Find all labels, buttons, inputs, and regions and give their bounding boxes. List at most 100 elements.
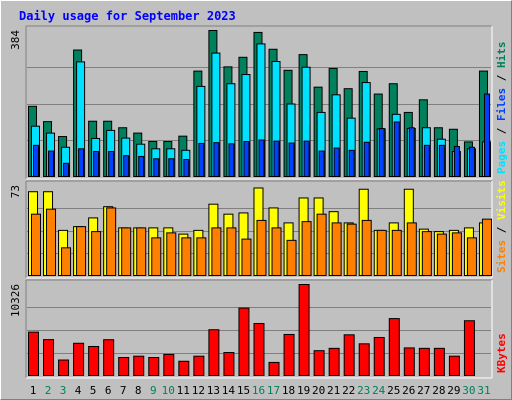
files-bar — [408, 127, 415, 177]
sites-bar — [331, 222, 342, 277]
files-bar — [33, 144, 39, 177]
kbytes-bar — [343, 334, 355, 377]
files-bar — [303, 140, 310, 177]
files-bar — [228, 143, 235, 177]
files-bar — [48, 150, 55, 177]
kbytes-bar — [103, 339, 115, 376]
day-label: 14 — [222, 384, 236, 397]
kbytes-bar — [58, 359, 70, 376]
sites-bar — [346, 223, 357, 276]
day-label: 16 — [252, 384, 265, 397]
kbytes-bar — [418, 347, 430, 376]
files-bar — [438, 144, 445, 177]
sites-bar — [31, 213, 41, 276]
kbytes-bar — [448, 355, 460, 376]
legend-kbytes: KBytes — [495, 333, 508, 373]
day-label: 12 — [192, 384, 205, 397]
kbytes-bar — [28, 331, 39, 377]
files-bar — [78, 148, 85, 177]
day-label: 27 — [417, 384, 430, 397]
files-bar — [453, 145, 460, 177]
day-label: 29 — [447, 384, 460, 397]
day-label: 4 — [75, 384, 82, 397]
sites-bar — [271, 227, 282, 276]
files-bar — [168, 158, 175, 177]
files-bar — [138, 155, 145, 177]
sites-bar — [466, 237, 477, 277]
files-bar — [288, 142, 295, 177]
day-label: 9 — [150, 384, 157, 397]
day-label: 17 — [267, 384, 280, 397]
files-bar — [333, 147, 340, 177]
files-bar — [483, 93, 490, 177]
sites-bar — [301, 221, 312, 276]
day-label: 25 — [387, 384, 400, 397]
sites-bar — [166, 232, 177, 276]
visits-sites-ymax-label: 73 — [9, 185, 22, 198]
day-label: 22 — [342, 384, 355, 397]
kbytes-bar — [223, 352, 235, 377]
day-label: 28 — [432, 384, 445, 397]
day-label: 5 — [90, 384, 97, 397]
sites-bar — [61, 247, 72, 276]
hits-files-pages-legend: Pages / Files / Hits — [495, 42, 508, 175]
day-label: 7 — [120, 384, 127, 397]
legend-sites: Sites — [495, 240, 508, 273]
legend-hits: Hits — [495, 42, 508, 69]
kbytes-bar — [283, 333, 295, 376]
files-bar — [63, 162, 70, 177]
day-label: 8 — [135, 384, 142, 397]
files-bar — [363, 141, 370, 177]
chart-title: Daily usage for September 2023 — [19, 9, 236, 23]
sites-bar — [211, 227, 222, 276]
kbytes-bar — [298, 284, 310, 376]
kbytes-bar — [358, 343, 370, 377]
sites-bar — [481, 218, 492, 276]
files-bar — [213, 142, 220, 177]
kbytes-bar — [133, 355, 145, 376]
sites-bar — [151, 237, 162, 277]
day-label: 26 — [402, 384, 415, 397]
kbytes-bar — [373, 336, 385, 376]
files-bar — [378, 128, 385, 177]
kbytes-bar — [313, 350, 325, 377]
day-label: 24 — [372, 384, 386, 397]
sites-bar — [391, 229, 402, 276]
sites-bar — [76, 226, 87, 277]
sites-bar — [361, 219, 372, 277]
kbytes-bar — [43, 339, 55, 377]
legend-pages: Pages — [495, 141, 508, 174]
kbytes-bar — [163, 353, 175, 377]
visits-sites-panel: 73 Sites / Visits — [9, 180, 508, 279]
kbytes-bar — [118, 357, 130, 377]
files-bar — [348, 149, 355, 177]
day-label: 6 — [105, 384, 112, 397]
kbytes-bar — [388, 318, 400, 376]
hits-files-pages-panel: 384 Pages / Files / Hits — [9, 25, 508, 180]
files-bar — [258, 139, 265, 177]
day-label: 21 — [327, 384, 340, 397]
files-bar — [243, 141, 250, 177]
sites-bar — [286, 239, 297, 277]
day-label: 30 — [462, 384, 475, 397]
kbytes-bar — [463, 320, 475, 376]
day-label: 2 — [45, 384, 52, 397]
sites-bar — [451, 232, 462, 276]
day-label: 11 — [177, 384, 190, 397]
kbytes-bar — [268, 361, 280, 376]
legend-separator: / — [495, 220, 508, 240]
kbytes-legend: KBytes — [495, 333, 508, 373]
kbytes-bar — [178, 360, 190, 377]
day-label: 18 — [282, 384, 295, 397]
visits-sites-legend: Sites / Visits — [495, 180, 508, 273]
files-bar — [273, 140, 280, 177]
files-bar — [93, 150, 100, 177]
sites-bar — [181, 237, 192, 277]
sites-bar — [406, 222, 417, 277]
hits-files-pages-ymax-label: 384 — [9, 30, 22, 50]
sites-bar — [226, 227, 237, 276]
sites-bar — [436, 233, 447, 276]
legend-visits: Visits — [495, 180, 508, 220]
day-label: 13 — [207, 384, 220, 397]
sites-bar — [121, 227, 132, 276]
